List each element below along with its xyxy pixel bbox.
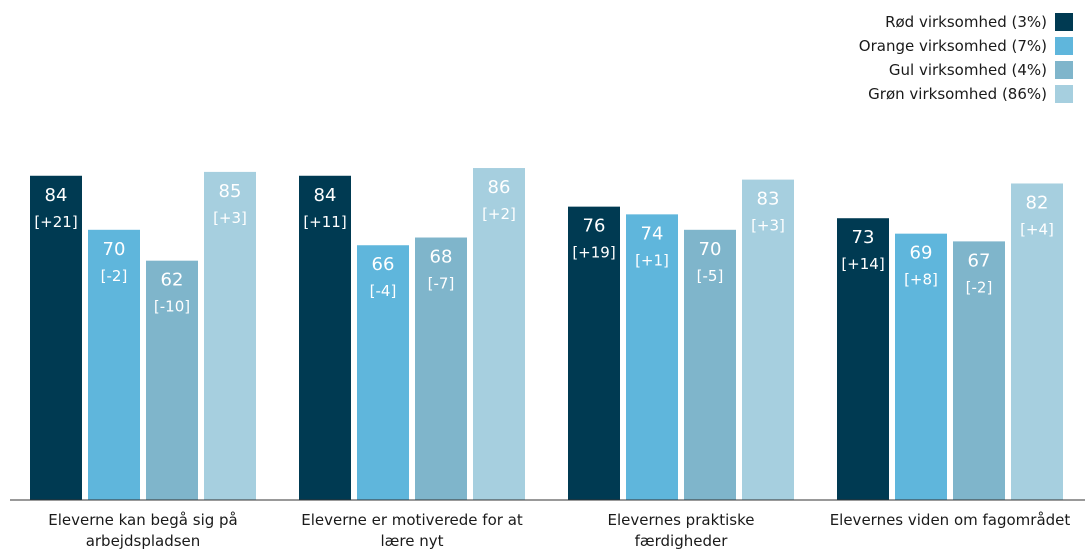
data-label-change: [+1] [635, 251, 669, 269]
bar [357, 245, 409, 500]
data-label-value: 69 [910, 243, 933, 264]
legend-swatch [1055, 13, 1073, 31]
legend-swatch [1055, 85, 1073, 103]
legend-item-yellow: Gul virksomhed (4%) [859, 58, 1073, 82]
data-label-value: 84 [45, 185, 68, 206]
data-label-change: [+21] [34, 213, 77, 231]
data-label-value: 84 [314, 185, 337, 206]
data-label-value: 68 [430, 247, 453, 268]
category-label: Eleverne er motiverede for at [301, 511, 523, 529]
data-label-change: [-4] [370, 282, 397, 300]
bar [30, 175, 82, 500]
data-label-value: 74 [641, 223, 664, 244]
legend-label: Orange virksomhed (7%) [858, 37, 1047, 55]
data-label-value: 76 [583, 216, 606, 237]
bar [146, 260, 198, 500]
legend-item-green: Grøn virksomhed (86%) [859, 82, 1073, 106]
data-label-value: 85 [219, 181, 242, 202]
bar [299, 175, 351, 500]
bar [1011, 183, 1063, 501]
data-label-change: [+19] [572, 244, 615, 262]
data-label-change: [+11] [303, 213, 346, 231]
bar [415, 237, 467, 500]
data-label-change: [+3] [213, 209, 247, 227]
data-label-change: [-2] [101, 267, 128, 285]
category-label: arbejdspladsen [86, 532, 201, 550]
data-label-change: [+3] [751, 217, 785, 235]
legend-label: Gul virksomhed (4%) [888, 61, 1047, 79]
data-label-change: [-5] [697, 267, 724, 285]
category-label: lære nyt [381, 532, 444, 550]
bar [88, 229, 140, 501]
data-label-change: [+4] [1020, 220, 1054, 238]
bar [837, 218, 889, 500]
data-label-value: 83 [757, 189, 780, 210]
data-label-change: [+2] [482, 205, 516, 223]
legend-swatch [1055, 61, 1073, 79]
bar [626, 214, 678, 501]
legend-item-orange: Orange virksomhed (7%) [859, 34, 1073, 58]
bar [953, 241, 1005, 500]
bar [742, 179, 794, 500]
data-label-value: 62 [161, 270, 184, 291]
data-label-value: 66 [372, 254, 395, 275]
data-label-change: [+14] [841, 255, 884, 273]
data-label-value: 82 [1026, 192, 1049, 213]
legend: Rød virksomhed (3%) Orange virksomhed (7… [859, 10, 1073, 106]
category-label: færdigheder [635, 532, 729, 550]
data-label-change: [-10] [154, 298, 190, 316]
category-label: Eleverne kan begå sig på [48, 511, 238, 529]
bar [204, 171, 256, 500]
legend-item-red: Rød virksomhed (3%) [859, 10, 1073, 34]
data-label-value: 67 [968, 250, 991, 271]
legend-label: Rød virksomhed (3%) [885, 13, 1047, 31]
data-label-value: 70 [103, 239, 126, 260]
data-label-value: 86 [488, 177, 511, 198]
legend-swatch [1055, 37, 1073, 55]
data-label-value: 70 [699, 239, 722, 260]
data-label-change: [+8] [904, 271, 938, 289]
data-label-change: [-2] [966, 278, 993, 296]
bar [568, 206, 620, 500]
legend-label: Grøn virksomhed (86%) [868, 85, 1047, 103]
bar [895, 233, 947, 500]
data-label-change: [-7] [428, 275, 455, 293]
category-label: Elevernes viden om fagområdet [830, 511, 1071, 529]
bar [473, 168, 525, 501]
data-label-value: 73 [852, 227, 875, 248]
category-label: Elevernes praktiske [607, 511, 754, 529]
bar [684, 229, 736, 501]
